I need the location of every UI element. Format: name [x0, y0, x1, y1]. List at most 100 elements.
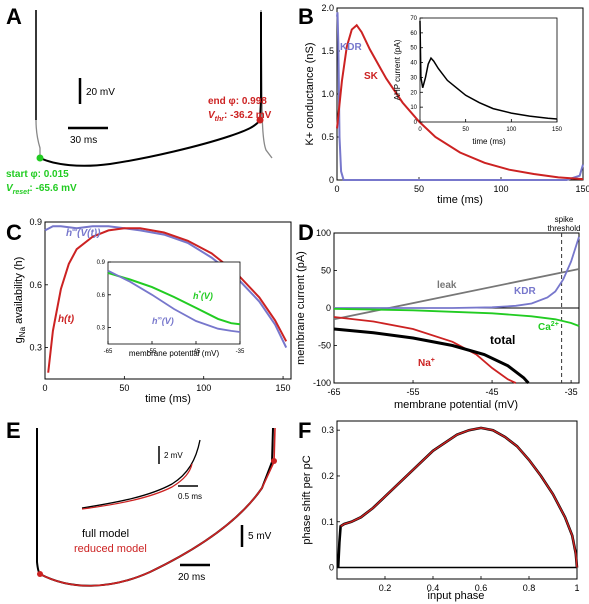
- y-tick-label: 0.9: [29, 217, 42, 227]
- series-c-inset-h-inf: [107, 269, 241, 333]
- legend-full-model: full model: [82, 528, 129, 540]
- start-phase-label: start φ: 0.015: [6, 169, 69, 180]
- y-tick-label: 60: [410, 31, 417, 37]
- threshold-label-1: spike: [555, 215, 574, 224]
- series-c-inset-h-star: [107, 271, 241, 326]
- xlabel-d: membrane potential (mV): [394, 399, 518, 411]
- label-h-star: h*(V): [193, 291, 213, 301]
- label-h-inf-v: h∞(V): [152, 316, 174, 326]
- x-tick-label: 0.6: [475, 583, 488, 593]
- y-tick-label: 1.0: [321, 89, 334, 99]
- trace-a-main: [39, 12, 262, 167]
- ylabel-f: phase shift per pC: [301, 455, 313, 544]
- y-tick-label: 0.9: [97, 260, 106, 266]
- y-tick-label: 10: [410, 105, 417, 111]
- x-tick-label: -35: [565, 387, 578, 397]
- ticks-b-inset: 0 50 100 150 0 10 20 30 40 50 60 70: [410, 16, 562, 133]
- x-tick-label: 1: [574, 583, 579, 593]
- axes-frame-f: [336, 420, 578, 580]
- start-marker: [36, 154, 44, 162]
- ticks-c-inset: -65 -55 -45 -35 0.3 0.6 0.9: [97, 260, 245, 355]
- y-tick-label: 0: [329, 175, 334, 185]
- end-marker: [256, 116, 264, 124]
- inset-ylabel-b: AHP current (pA): [393, 39, 402, 100]
- scale-label-v-e: 5 mV: [248, 531, 272, 542]
- x-tick-label: 150: [276, 383, 291, 393]
- inset-trace-e-reduced: [81, 463, 193, 510]
- trace-e-reduced: [39, 427, 276, 587]
- y-tick-label: 0.3: [97, 326, 106, 332]
- ylabel-b: K+ conductance (nS): [304, 42, 316, 145]
- inset-scale-v-label-e: 2 mV: [164, 451, 183, 460]
- inset-frame-c: [107, 261, 241, 345]
- y-tick-label: 50: [321, 266, 331, 276]
- x-tick-label: -55: [148, 349, 157, 355]
- series-d-leak: [333, 268, 580, 321]
- series-b-inset-ahp: [419, 20, 558, 120]
- x-tick-label: -65: [104, 349, 113, 355]
- x-tick-label: 50: [462, 127, 469, 133]
- vreset-label: Vreset: -65.6 mV: [6, 183, 77, 196]
- threshold-label-2: threshold: [548, 224, 581, 233]
- x-tick-label: 0.8: [523, 583, 536, 593]
- panel-label-d: D: [298, 220, 314, 245]
- ylabel-d: membrane current (pA): [295, 251, 307, 365]
- panel-label-e: E: [6, 418, 21, 443]
- label-h-inf-v-t: h∞(V(t)): [66, 227, 101, 239]
- x-tick-label: 150: [575, 184, 589, 194]
- y-tick-label: 0.1: [321, 517, 334, 527]
- y-tick-label: 70: [410, 16, 417, 22]
- xlabel-f: input phase: [428, 590, 485, 602]
- y-tick-label: 0.6: [29, 280, 42, 290]
- vthr-label: Vthr: -36.2 mV: [208, 110, 272, 123]
- x-tick-label: -45: [192, 349, 201, 355]
- ylabel-c: gNa availability (h): [13, 257, 27, 344]
- series-d-kdr: [334, 236, 580, 309]
- x-tick-label: 100: [493, 184, 508, 194]
- x-tick-label: 50: [414, 184, 424, 194]
- panel-label-c: C: [6, 220, 22, 245]
- label-na: Na+: [418, 357, 435, 369]
- y-tick-label: 0.5: [321, 132, 334, 142]
- y-tick-label: 0: [414, 120, 418, 126]
- scale-label-t-a: 30 ms: [70, 135, 97, 146]
- ticks-d: -65 -55 -45 -35 -100 -50 0 50 100: [313, 228, 578, 397]
- series-f-reduced-model: [340, 427, 578, 568]
- y-tick-label: 0: [329, 563, 334, 573]
- x-tick-label: 100: [196, 383, 211, 393]
- xlabel-c: time (ms): [145, 393, 191, 405]
- panel-c: C 0 50 100 150 0.3 0.6 0.9 time (ms) gNa avail…: [6, 217, 292, 405]
- x-tick-label: 50: [119, 383, 129, 393]
- x-tick-label: 0: [418, 127, 422, 133]
- series-c-h-t: [47, 227, 288, 373]
- series-f-full-model: [336, 426, 579, 568]
- y-tick-label: 1.5: [321, 46, 334, 56]
- y-tick-label: 0: [326, 303, 331, 313]
- x-tick-label: 100: [506, 127, 517, 133]
- label-kdr-b: KDR: [340, 42, 362, 53]
- label-h-t: h(t): [58, 314, 75, 325]
- legend-reduced-model: reduced model: [74, 543, 147, 555]
- y-tick-label: -100: [313, 378, 331, 388]
- panel-a: A 20 mV 30 ms start φ: 0.015 Vreset: -65…: [6, 4, 273, 196]
- trace-e-full: [36, 427, 274, 587]
- y-tick-label: 0.6: [97, 293, 106, 299]
- y-tick-label: 40: [410, 61, 417, 67]
- panel-label-f: F: [298, 418, 311, 443]
- trace-a-spike-left: [35, 10, 41, 158]
- axes-frame-c: [44, 221, 292, 380]
- label-sk-b: SK: [364, 71, 379, 82]
- inset-xlabel-b: time (ms): [472, 137, 506, 146]
- y-tick-label: 50: [410, 46, 417, 52]
- panel-e: E 2 mV 0.5 ms full model reduced model 5…: [6, 418, 277, 587]
- y-tick-label: 0.3: [29, 343, 42, 353]
- xlabel-b: time (ms): [437, 194, 483, 206]
- x-tick-label: 0.4: [427, 583, 440, 593]
- x-tick-label: 0: [42, 383, 47, 393]
- panel-label-a: A: [6, 4, 22, 29]
- panel-d: D -65 -55 -45 -35 -100 -50 0 50 100 membrane pot…: [295, 215, 580, 411]
- series-d-na: [333, 316, 517, 384]
- inset-xlabel-c: membrane potential (mV): [129, 349, 220, 358]
- y-tick-label: 2.0: [321, 3, 334, 13]
